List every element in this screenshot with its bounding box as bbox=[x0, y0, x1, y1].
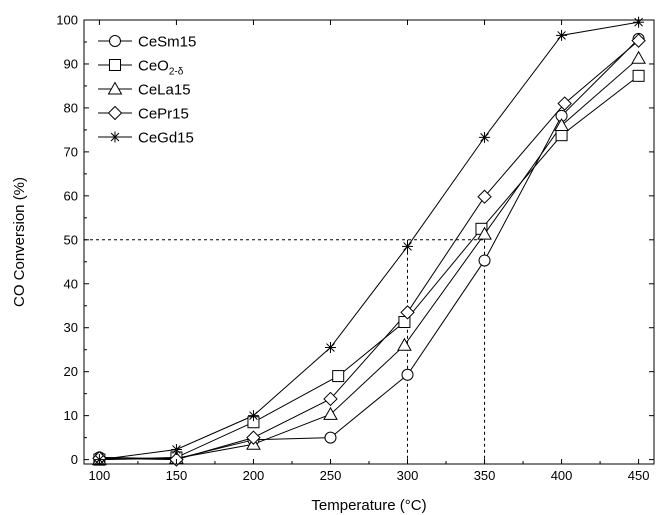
data-point-asterisk-3 bbox=[247, 410, 259, 422]
x-tick-label: 400 bbox=[551, 468, 573, 483]
y-tick-label: 100 bbox=[56, 13, 78, 28]
data-point-diamond-4 bbox=[323, 391, 338, 407]
y-tick-label: 80 bbox=[64, 100, 78, 115]
legend-marker-triangle bbox=[107, 81, 123, 95]
legend-label-triangle: CeLa15 bbox=[138, 82, 191, 99]
x-tick-label: 100 bbox=[89, 468, 111, 483]
series-lines bbox=[99, 21, 639, 461]
axes: 100 150 200 250 300 350 400 450 0 10 20 30 40 50 60 70 8… bbox=[56, 13, 655, 483]
x-tick-label: 150 bbox=[166, 468, 188, 483]
series-markers bbox=[92, 16, 646, 467]
data-point-square-4 bbox=[332, 370, 345, 383]
y-tick-label: 50 bbox=[64, 232, 78, 247]
data-point-triangle-8 bbox=[631, 50, 646, 64]
y-tick-label: 40 bbox=[64, 276, 78, 291]
data-point-triangle-7 bbox=[554, 117, 569, 132]
legend-marker-asterisk bbox=[109, 131, 121, 143]
y-tick-label: 0 bbox=[71, 452, 78, 467]
legend-marker-square bbox=[109, 59, 121, 71]
y-tick-label: 30 bbox=[64, 320, 78, 335]
data-point-diamond-6 bbox=[477, 189, 492, 204]
data-point-triangle-6 bbox=[477, 226, 492, 240]
data-point-triangle-5 bbox=[397, 337, 412, 351]
data-point-diamond-3 bbox=[246, 430, 261, 445]
series-line-circle bbox=[99, 38, 639, 460]
data-point-circle-5 bbox=[401, 368, 414, 381]
x-tick-label: 300 bbox=[397, 468, 419, 483]
data-point-square-7 bbox=[555, 129, 568, 142]
data-point-square-8 bbox=[632, 69, 645, 82]
reference-lines bbox=[84, 239, 486, 464]
y-tick-label: 20 bbox=[64, 364, 78, 379]
data-point-asterisk-2 bbox=[170, 443, 182, 455]
x-tick-label: 200 bbox=[243, 468, 265, 483]
legend-marker-diamond bbox=[107, 105, 123, 121]
data-point-asterisk-7 bbox=[556, 29, 568, 41]
y-tick-label: 10 bbox=[64, 408, 78, 423]
x-axis-title: Temperature (°C) bbox=[311, 497, 426, 514]
data-point-diamond-7 bbox=[557, 96, 572, 111]
data-point-asterisk-6 bbox=[479, 131, 491, 143]
legend-label-circle: CeSm15 bbox=[138, 34, 196, 51]
x-tick-label: 250 bbox=[320, 468, 342, 483]
legend-label-diamond: CePr15 bbox=[138, 106, 189, 123]
data-point-asterisk-4 bbox=[324, 342, 336, 354]
legend-label-asterisk: CeGd15 bbox=[138, 130, 194, 147]
series-line-square bbox=[99, 75, 639, 461]
x-tick-label: 450 bbox=[628, 468, 650, 483]
legend: CeSm15 CeO2-δ CeLa15 CePr15 CeGd15 bbox=[98, 34, 196, 147]
series-line-diamond bbox=[99, 40, 639, 461]
legend-marker-circle bbox=[109, 35, 121, 47]
series-line-asterisk bbox=[99, 21, 639, 461]
x-tick-label: 350 bbox=[474, 468, 496, 483]
legend-label-square: CeO2-δ bbox=[138, 58, 184, 78]
data-point-triangle-4 bbox=[323, 406, 338, 420]
y-tick-label: 60 bbox=[64, 188, 78, 203]
data-point-diamond-8 bbox=[631, 33, 646, 48]
y-tick-label: 70 bbox=[64, 144, 78, 159]
data-point-diamond-5 bbox=[400, 305, 415, 320]
y-tick-label: 90 bbox=[64, 56, 78, 71]
data-point-square-5 bbox=[398, 316, 411, 329]
data-point-circle-6 bbox=[478, 254, 491, 267]
y-axis-title: CO Conversion (%) bbox=[11, 177, 28, 307]
data-point-asterisk-5 bbox=[402, 240, 414, 252]
data-point-circle-4 bbox=[324, 431, 337, 444]
